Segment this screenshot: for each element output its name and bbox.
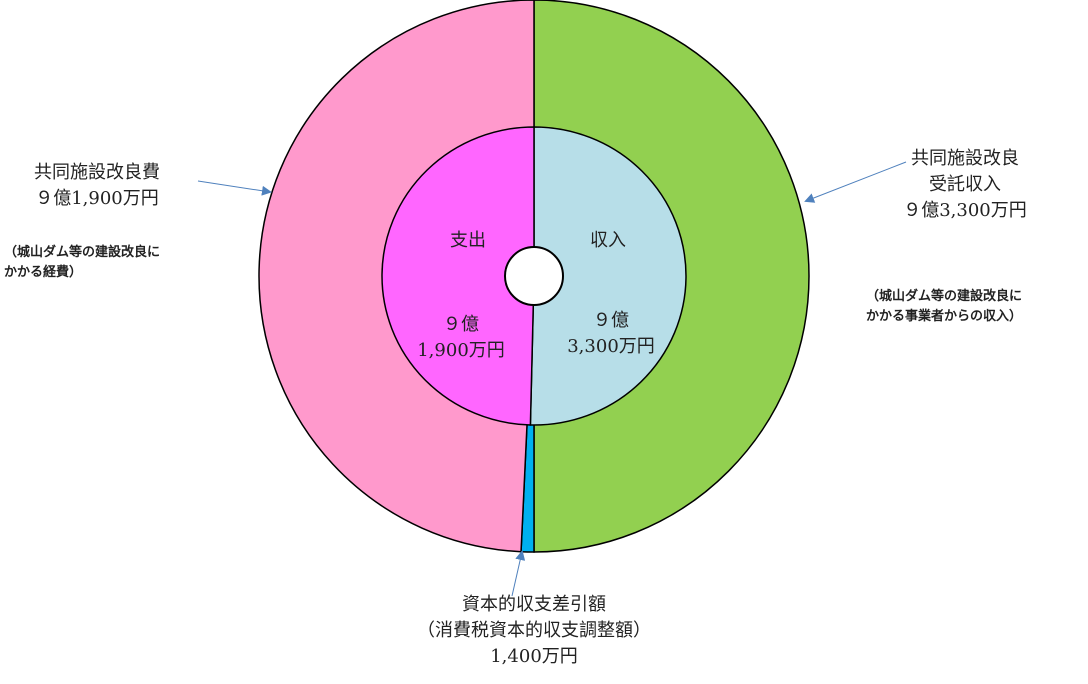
inner-label-expense-amount-line: ９億 xyxy=(443,314,479,335)
inner-ring xyxy=(381,126,687,426)
inner-label-income-amount-line: 3,300万円 xyxy=(567,336,655,358)
inner-slice-0 xyxy=(529,126,687,426)
label-income-outer-line: 共同施設改良 xyxy=(911,148,1019,169)
inner-label-income-amount-line: ９億 xyxy=(593,310,629,331)
label-expense-outer-line: 共同施設改良費 xyxy=(34,162,160,183)
center-hole xyxy=(504,246,564,306)
label-income-outer-line: 受託収入 xyxy=(929,174,1001,196)
inner-label-expense-title: 支出 xyxy=(450,230,486,251)
inner-slice-1 xyxy=(381,126,535,426)
note-income-line: （城山ダム等の建設改良に xyxy=(866,289,1023,304)
leader-lines xyxy=(197,161,907,597)
leader-line-bottom xyxy=(511,550,526,597)
note-income: （城山ダム等の建設改良に かかる事業者からの収入） xyxy=(866,287,1022,327)
label-income-outer: 共同施設改良 受託収入 ９億3,300万円 xyxy=(880,146,1050,224)
inner-label-expense-amount: ９億 1,900万円 xyxy=(396,312,526,364)
label-balance-subtitle: （消費税資本的収支調整額） xyxy=(417,620,651,642)
inner-label-income-title: 収入 xyxy=(590,230,626,251)
note-expense-line: かかる経費） xyxy=(4,265,83,281)
label-expense-outer: 共同施設改良費 ９億1,900万円 xyxy=(2,160,192,212)
label-expense-outer-amount: ９億1,900万円 xyxy=(35,188,159,210)
label-balance: 資本的収支差引額 （消費税資本的収支調整額） 1,400万円 xyxy=(384,592,684,670)
inner-label-expense-amount-line: 1,900万円 xyxy=(417,340,505,362)
leader-line-right xyxy=(804,161,907,203)
note-expense: （城山ダム等の建設改良に かかる経費） xyxy=(4,243,160,283)
label-balance-title: 資本的収支差引額 xyxy=(462,594,606,615)
leader-line-left xyxy=(197,180,272,196)
note-income-line: かかる事業者からの収入） xyxy=(866,309,1023,325)
label-balance-amount: 1,400万円 xyxy=(490,646,578,668)
label-income-outer-amount: ９億3,300万円 xyxy=(903,200,1027,222)
note-expense-line: （城山ダム等の建設改良に xyxy=(4,245,161,260)
inner-label-income-amount: ９億 3,300万円 xyxy=(546,308,676,360)
